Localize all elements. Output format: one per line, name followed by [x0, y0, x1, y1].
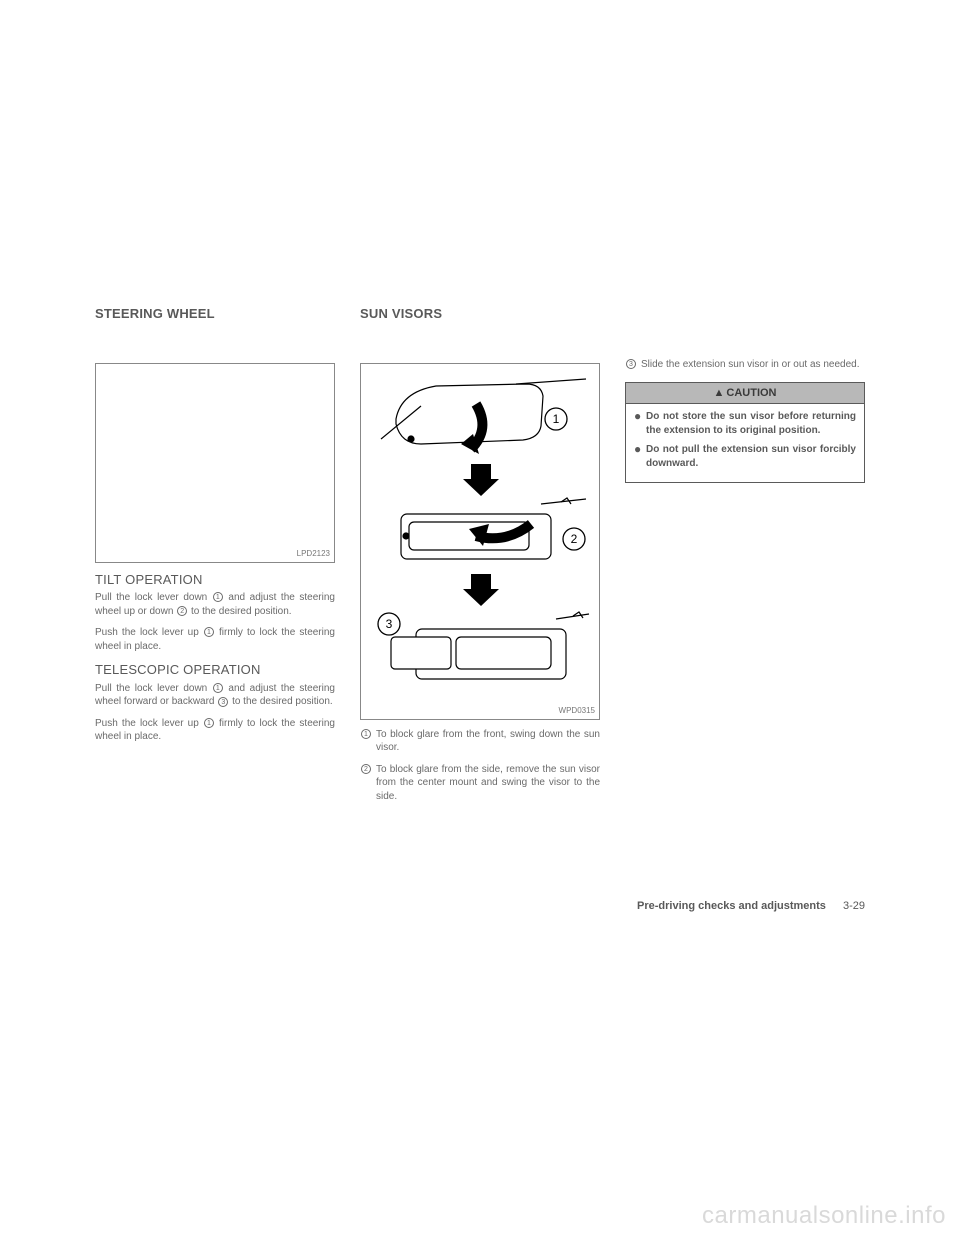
heading-tilt-operation: TILT OPERATION: [95, 571, 335, 589]
tele-paragraph-1: Pull the lock lever down 1 and adjust th…: [95, 682, 335, 709]
page-footer: Pre-driving checks and adjustments 3-29: [637, 900, 865, 912]
column-caution: 3 Slide the extension sun visor in or ou…: [625, 305, 865, 811]
heading-telescopic-operation: TELESCOPIC OPERATION: [95, 661, 335, 679]
callout-2-icon: 2: [361, 764, 371, 774]
column-sun-visors: SUN VISORS: [360, 305, 600, 811]
heading-steering-wheel: STEERING WHEEL: [95, 305, 335, 323]
heading-sun-visors: SUN VISORS: [360, 305, 600, 323]
visor-step-1: 1 To block glare from the front, swing d…: [360, 728, 600, 755]
caution-header: ▲CAUTION: [626, 383, 864, 405]
bullet-icon: ●: [634, 443, 646, 470]
callout-3-icon: 3: [626, 359, 636, 369]
callout-1-icon: 1: [361, 729, 371, 739]
figure-sun-visor: 1: [360, 363, 600, 720]
visor-step-3-list: 3 Slide the extension sun visor in or ou…: [625, 358, 865, 372]
svg-text:3: 3: [386, 617, 393, 631]
callout-1-icon: 1: [213, 683, 223, 693]
footer-section: Pre-driving checks and adjustments: [637, 900, 826, 912]
visor-step-2: 2 To block glare from the side, remove t…: [360, 763, 600, 804]
caution-item-2: ● Do not pull the extension sun visor fo…: [634, 443, 856, 470]
svg-text:1: 1: [553, 412, 560, 426]
bullet-icon: ●: [634, 410, 646, 437]
tilt-paragraph-1: Pull the lock lever down 1 and adjust th…: [95, 591, 335, 618]
caution-box: ▲CAUTION ● Do not store the sun visor be…: [625, 382, 865, 484]
visor-step-3: 3 Slide the extension sun visor in or ou…: [625, 358, 865, 372]
callout-1-icon: 1: [204, 718, 214, 728]
figure-code-visor: WPD0315: [559, 706, 595, 717]
warning-icon: ▲: [714, 386, 725, 401]
footer-page-number: 3-29: [843, 900, 865, 912]
svg-text:2: 2: [571, 532, 578, 546]
tele-paragraph-2: Push the lock lever up 1 firmly to lock …: [95, 717, 335, 744]
column-steering-wheel: STEERING WHEEL LPD2123 TILT OPERATION Pu…: [95, 305, 335, 811]
figure-steering: LPD2123: [95, 363, 335, 563]
visor-steps-list: 1 To block glare from the front, swing d…: [360, 728, 600, 804]
callout-3-icon: 3: [218, 697, 228, 707]
callout-2-icon: 2: [177, 606, 187, 616]
tilt-paragraph-2: Push the lock lever up 1 firmly to lock …: [95, 626, 335, 653]
sun-visor-diagram-icon: 1: [361, 364, 599, 717]
caution-item-1: ● Do not store the sun visor before retu…: [634, 410, 856, 437]
watermark: carmanualsonline.info: [702, 1202, 946, 1230]
callout-1-icon: 1: [204, 627, 214, 637]
figure-code-steering: LPD2123: [297, 549, 330, 560]
callout-1-icon: 1: [213, 592, 223, 602]
